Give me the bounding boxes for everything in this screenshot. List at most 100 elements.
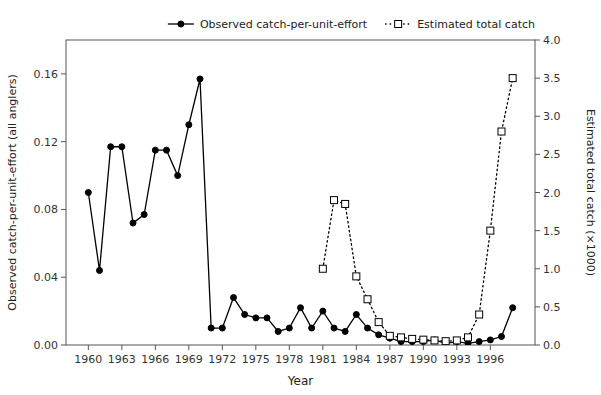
x-axis: 1960196319661969197219751978198119841987… bbox=[74, 345, 504, 366]
marker bbox=[375, 319, 382, 326]
y2-tick bbox=[535, 230, 540, 231]
x-tick-label: 1987 bbox=[376, 353, 404, 366]
marker bbox=[342, 200, 349, 207]
x-tick-label: 1978 bbox=[275, 353, 303, 366]
marker bbox=[353, 273, 360, 280]
x-tick bbox=[289, 345, 290, 350]
marker bbox=[442, 338, 449, 345]
y2-axis-label: Estimated total catch (×1000) bbox=[584, 109, 597, 276]
marker bbox=[141, 212, 147, 218]
plot-frame bbox=[66, 40, 535, 345]
y-tick-label: 0.12 bbox=[34, 136, 59, 149]
y-tick bbox=[61, 73, 66, 74]
y2-tick-label: 2.5 bbox=[543, 148, 561, 161]
series bbox=[319, 75, 516, 345]
marker bbox=[208, 325, 214, 331]
marker bbox=[119, 144, 125, 150]
series-line bbox=[323, 78, 513, 341]
marker bbox=[499, 334, 505, 340]
y2-tick-label: 3.5 bbox=[543, 72, 561, 85]
marker bbox=[309, 325, 315, 331]
marker bbox=[108, 144, 114, 150]
x-tick-label: 1990 bbox=[409, 353, 437, 366]
x-tick bbox=[456, 345, 457, 350]
marker bbox=[164, 147, 170, 153]
y2-tick-label: 4.0 bbox=[543, 34, 561, 47]
marker bbox=[509, 75, 516, 82]
marker bbox=[386, 332, 393, 339]
marker bbox=[298, 305, 304, 311]
x-tick bbox=[88, 345, 89, 350]
x-tick bbox=[423, 345, 424, 350]
x-tick bbox=[389, 345, 390, 350]
marker bbox=[320, 308, 326, 314]
y-tick bbox=[61, 345, 66, 346]
marker bbox=[130, 220, 136, 226]
y-tick-label: 0.00 bbox=[34, 339, 59, 352]
marker bbox=[85, 190, 91, 196]
y-tick bbox=[61, 141, 66, 142]
y2-tick-label: 0.5 bbox=[543, 301, 561, 314]
marker bbox=[420, 336, 427, 343]
legend-marker bbox=[395, 21, 402, 28]
y-tick-label: 0.16 bbox=[34, 68, 59, 81]
x-tick-label: 1972 bbox=[208, 353, 236, 366]
y2-tick-label: 1.5 bbox=[543, 225, 561, 238]
y-axis: 0.000.040.080.120.16 bbox=[34, 68, 67, 352]
legend-label: Estimated total catch bbox=[417, 18, 535, 31]
y-tick bbox=[61, 209, 66, 210]
x-tick bbox=[490, 345, 491, 350]
marker bbox=[331, 197, 338, 204]
y2-tick bbox=[535, 345, 540, 346]
x-tick-label: 1960 bbox=[74, 353, 102, 366]
x-tick bbox=[222, 345, 223, 350]
y2-tick bbox=[535, 306, 540, 307]
marker bbox=[476, 339, 482, 345]
marker bbox=[510, 305, 516, 311]
marker bbox=[186, 122, 192, 128]
marker bbox=[275, 328, 281, 334]
legend-marker bbox=[178, 21, 184, 27]
marker bbox=[376, 332, 382, 338]
y-tick bbox=[61, 277, 66, 278]
y2-tick bbox=[535, 154, 540, 155]
x-tick bbox=[155, 345, 156, 350]
y-tick-label: 0.08 bbox=[34, 203, 59, 216]
y2-tick bbox=[535, 78, 540, 79]
x-tick-label: 1963 bbox=[108, 353, 136, 366]
marker bbox=[264, 315, 270, 321]
x-tick-label: 1966 bbox=[141, 353, 169, 366]
y2-tick bbox=[535, 268, 540, 269]
x-tick-label: 1981 bbox=[309, 353, 337, 366]
y2-tick-label: 2.0 bbox=[543, 187, 561, 200]
x-tick bbox=[255, 345, 256, 350]
y-axis-label: Observed catch-per-unit-effort (all angl… bbox=[6, 74, 19, 310]
plot-area bbox=[85, 75, 516, 345]
x-tick-label: 1984 bbox=[342, 353, 370, 366]
marker bbox=[353, 312, 359, 318]
marker bbox=[319, 265, 326, 272]
marker bbox=[197, 76, 203, 82]
x-tick-label: 1996 bbox=[476, 353, 504, 366]
x-tick bbox=[356, 345, 357, 350]
marker bbox=[431, 337, 438, 344]
y2-tick-label: 3.0 bbox=[543, 110, 561, 123]
marker bbox=[231, 295, 237, 301]
x-tick bbox=[188, 345, 189, 350]
y2-tick bbox=[535, 192, 540, 193]
marker bbox=[342, 328, 348, 334]
marker bbox=[365, 325, 371, 331]
marker bbox=[453, 337, 460, 344]
x-tick bbox=[121, 345, 122, 350]
marker bbox=[175, 173, 181, 179]
marker bbox=[476, 311, 483, 318]
marker bbox=[465, 334, 472, 341]
y2-tick-label: 1.0 bbox=[543, 263, 561, 276]
marker bbox=[487, 337, 493, 343]
marker bbox=[498, 128, 505, 135]
legend-label: Observed catch-per-unit-effort bbox=[200, 18, 368, 31]
x-tick bbox=[322, 345, 323, 350]
y2-tick-label: 0.0 bbox=[543, 339, 561, 352]
y2-tick bbox=[535, 40, 540, 41]
x-tick-label: 1993 bbox=[443, 353, 471, 366]
